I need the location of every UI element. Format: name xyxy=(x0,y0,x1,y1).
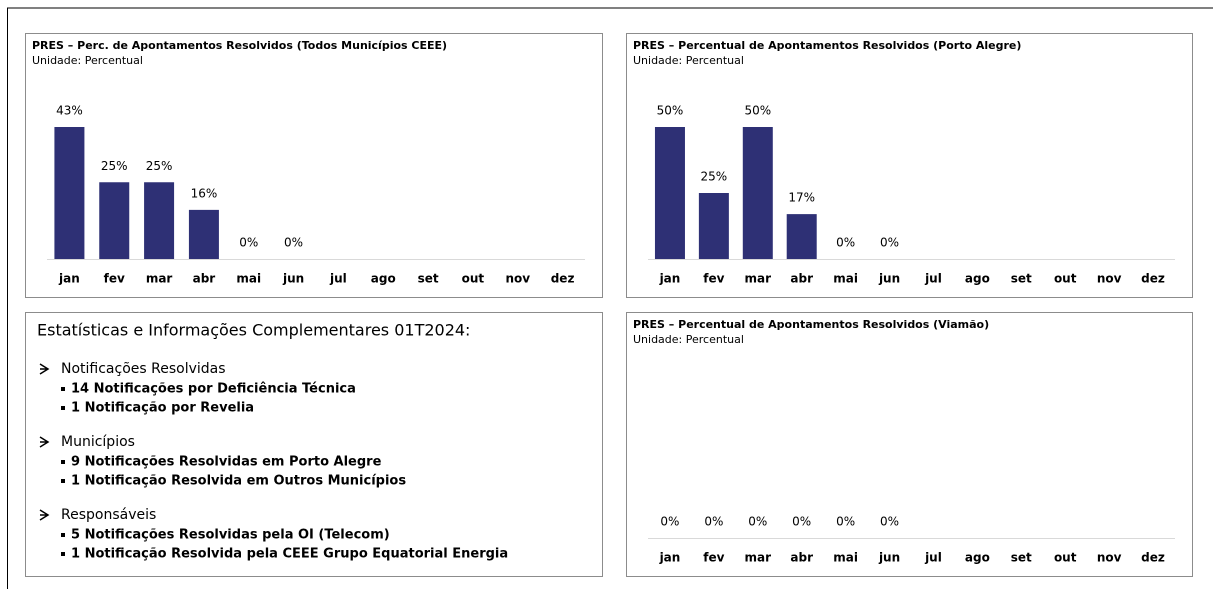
x-tick-label: abr xyxy=(790,272,813,286)
x-tick-label: abr xyxy=(193,272,216,286)
bar xyxy=(144,182,175,259)
bar xyxy=(654,127,685,259)
x-tick-label: jun xyxy=(878,551,900,565)
x-tick-label: mar xyxy=(745,551,772,565)
x-tick-label: set xyxy=(1011,272,1032,286)
x-tick-label: mar xyxy=(146,272,173,286)
data-label: 0% xyxy=(836,236,855,250)
arrow-bullet xyxy=(39,363,50,375)
data-label: 50% xyxy=(657,104,684,118)
data-label: 16% xyxy=(191,186,218,200)
x-tick-label: mar xyxy=(745,272,772,286)
x-tick-label: jun xyxy=(282,272,304,286)
x-tick-label: abr xyxy=(790,551,813,565)
data-label: 17% xyxy=(788,191,815,205)
bar xyxy=(742,127,773,259)
panel xyxy=(25,312,603,577)
x-tick-label: mai xyxy=(833,551,858,565)
panel xyxy=(626,312,1193,577)
data-label: 50% xyxy=(744,104,771,118)
x-tick-label: nov xyxy=(1097,272,1122,286)
arrow-bullet xyxy=(39,509,50,521)
data-label: 0% xyxy=(704,515,723,529)
section-item: 14 Notificações por Deficiência Técnica xyxy=(71,382,356,397)
x-tick-label: jan xyxy=(659,272,681,286)
data-label: 0% xyxy=(239,236,258,250)
x-tick-label: set xyxy=(1011,551,1032,565)
x-tick-label: out xyxy=(462,272,485,286)
info-title: Estatísticas e Informações Complementare… xyxy=(37,321,470,340)
x-tick-label: jul xyxy=(329,272,347,286)
section-item: 1 Notificação Resolvida em Outros Municí… xyxy=(71,474,406,489)
data-label: 0% xyxy=(880,236,899,250)
bar xyxy=(188,209,219,259)
x-tick-label: ago xyxy=(371,272,396,286)
x-tick-label: nov xyxy=(1097,551,1122,565)
data-label: 25% xyxy=(146,159,173,173)
bar xyxy=(698,193,729,259)
x-tick-label: nov xyxy=(505,272,530,286)
x-tick-label: jan xyxy=(58,272,80,286)
x-tick-label: ago xyxy=(965,551,990,565)
chart-title: PRES – Percentual de Apontamentos Resolv… xyxy=(633,39,1021,52)
panel xyxy=(25,33,603,298)
x-tick-label: jan xyxy=(659,551,681,565)
chart-title: PRES – Perc. de Apontamentos Resolvidos … xyxy=(32,39,447,52)
chart-subtitle: Unidade: Percentual xyxy=(32,54,143,67)
square-bullet xyxy=(61,479,65,483)
arrow-bullet xyxy=(39,436,50,448)
data-label: 43% xyxy=(56,104,83,118)
section-heading: Municípios xyxy=(61,434,135,450)
x-tick-label: fev xyxy=(703,551,724,565)
chart-subtitle: Unidade: Percentual xyxy=(633,333,744,346)
data-label: 25% xyxy=(101,159,128,173)
data-label: 0% xyxy=(284,236,303,250)
bar xyxy=(786,214,817,259)
x-tick-label: dez xyxy=(551,272,575,286)
x-tick-label: fev xyxy=(703,272,724,286)
section-item: 5 Notificações Resolvidas pela OI (Telec… xyxy=(71,528,390,543)
square-bullet xyxy=(61,406,65,410)
chart-subtitle: Unidade: Percentual xyxy=(633,54,744,67)
section-item: 1 Notificação Resolvida pela CEEE Grupo … xyxy=(71,547,508,562)
data-label: 0% xyxy=(880,515,899,529)
x-tick-label: mai xyxy=(833,272,858,286)
section-heading: Notificações Resolvidas xyxy=(61,361,226,377)
square-bullet xyxy=(61,533,65,537)
square-bullet xyxy=(61,460,65,464)
x-tick-label: dez xyxy=(1141,272,1165,286)
chart-title: PRES – Percentual de Apontamentos Resolv… xyxy=(633,318,989,331)
bar xyxy=(54,127,85,259)
square-bullet xyxy=(61,387,65,391)
data-label: 0% xyxy=(836,515,855,529)
data-label: 0% xyxy=(792,515,811,529)
data-label: 0% xyxy=(748,515,767,529)
x-tick-label: ago xyxy=(965,272,990,286)
section-item: 1 Notificação por Revelia xyxy=(71,401,254,416)
square-bullet xyxy=(61,552,65,556)
x-tick-label: jun xyxy=(878,272,900,286)
x-tick-label: set xyxy=(418,272,439,286)
x-tick-label: fev xyxy=(104,272,125,286)
x-tick-label: mai xyxy=(236,272,261,286)
data-label: 25% xyxy=(701,170,728,184)
x-tick-label: out xyxy=(1054,551,1077,565)
x-tick-label: out xyxy=(1054,272,1077,286)
x-tick-label: jul xyxy=(924,272,942,286)
data-label: 0% xyxy=(660,515,679,529)
section-item: 9 Notificações Resolvidas em Porto Alegr… xyxy=(71,455,382,470)
x-tick-label: dez xyxy=(1141,551,1165,565)
x-tick-label: jul xyxy=(924,551,942,565)
bar xyxy=(99,182,130,259)
section-heading: Responsáveis xyxy=(61,507,156,523)
